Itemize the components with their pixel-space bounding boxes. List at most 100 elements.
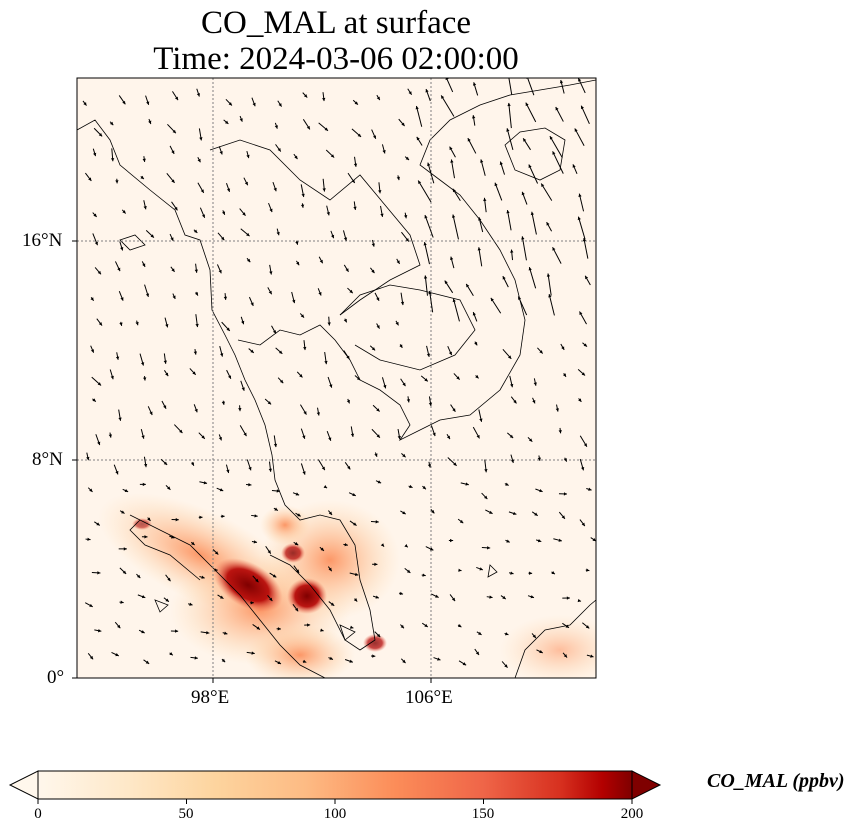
wind-arrowhead xyxy=(108,434,112,438)
wind-arrowhead xyxy=(521,236,525,240)
wind-arrowhead xyxy=(269,597,273,602)
wind-arrowhead xyxy=(484,469,488,473)
wind-arrowhead xyxy=(428,402,433,406)
wind-arrowhead xyxy=(320,547,324,551)
wind-arrowhead xyxy=(201,575,205,579)
colorbar-tick-150: 150 xyxy=(471,806,495,822)
wind-arrowhead xyxy=(200,189,204,193)
wind-arrowhead xyxy=(174,96,179,101)
wind-arrowhead xyxy=(303,94,308,98)
wind-arrowhead xyxy=(405,156,410,161)
wind-arrowhead xyxy=(444,280,448,285)
wind-arrowhead xyxy=(483,197,487,202)
wind-arrowhead xyxy=(277,148,281,152)
gridlines xyxy=(77,78,596,678)
wind-arrowhead xyxy=(294,155,298,160)
wind-arrowhead xyxy=(90,297,94,301)
wind-arrowhead xyxy=(537,539,542,543)
wind-arrowhead xyxy=(172,129,176,134)
wind-arrow xyxy=(528,164,539,184)
wind-arrowhead xyxy=(449,146,453,151)
wind-arrowhead xyxy=(321,466,325,471)
wind-arrowhead xyxy=(457,624,462,628)
wind-arrowhead xyxy=(292,299,296,304)
colorbar-label: CO_MAL (ppbv) xyxy=(707,770,845,792)
wind-arrowhead xyxy=(510,249,514,253)
wind-arrowhead xyxy=(475,375,479,379)
wind-arrowhead xyxy=(456,376,460,380)
wind-arrow xyxy=(452,298,460,322)
wind-arrowhead xyxy=(424,623,428,627)
wind-arrowhead xyxy=(122,100,126,105)
wind-arrowhead xyxy=(579,311,583,315)
wind-arrow xyxy=(574,128,585,146)
wind-arrowhead xyxy=(269,271,273,275)
wind-arrowhead xyxy=(371,243,375,247)
wind-arrowhead xyxy=(566,596,570,600)
wind-arrowhead xyxy=(577,598,582,603)
wind-arrowhead xyxy=(241,387,245,391)
hotspot-4 xyxy=(363,634,387,652)
wind-arrowhead xyxy=(167,577,171,582)
wind-arrowhead xyxy=(506,210,510,214)
wind-arrowhead xyxy=(294,607,299,612)
wind-arrowhead xyxy=(149,411,153,416)
wind-arrowhead xyxy=(581,372,586,376)
wind-arrowhead xyxy=(445,78,449,81)
wind-arrowhead xyxy=(404,544,408,548)
wind-arrowhead xyxy=(136,574,141,579)
wind-arrowhead xyxy=(247,258,251,263)
wind-arrowhead xyxy=(97,382,102,386)
wind-arrow xyxy=(424,241,430,265)
wind-arrowhead xyxy=(221,211,226,215)
wind-arrowhead xyxy=(466,283,470,288)
wind-arrowhead xyxy=(221,236,225,241)
wind-arrowhead xyxy=(190,462,194,466)
wind-arrowhead xyxy=(330,154,335,158)
wind-arrow xyxy=(525,102,537,123)
wind-arrowhead xyxy=(201,435,205,439)
wind-arrowhead xyxy=(86,456,90,461)
wind-arrow xyxy=(552,151,564,174)
wind-arrowhead xyxy=(375,520,379,524)
wind-arrowhead xyxy=(424,378,428,382)
wind-arrowhead xyxy=(528,438,533,442)
wind-arrowhead xyxy=(376,297,380,301)
wind-arrowhead xyxy=(376,434,380,438)
wind-arrowhead xyxy=(475,651,480,656)
wind-arrowhead xyxy=(377,480,382,484)
wind-arrowhead xyxy=(118,417,122,421)
wind-arrowhead xyxy=(423,275,428,279)
lat-tick-16n: 16°N xyxy=(22,230,63,251)
wind-arrowhead xyxy=(480,159,484,163)
wind-arrowhead xyxy=(226,188,231,192)
wind-arrowhead xyxy=(406,569,411,573)
wind-arrowhead xyxy=(88,177,92,181)
wind-arrowhead xyxy=(371,269,375,274)
wind-arrowhead xyxy=(203,481,208,485)
wind-arrowhead xyxy=(539,650,543,654)
plume-borneo xyxy=(500,615,596,678)
wind-arrowhead xyxy=(193,229,198,233)
wind-arrow xyxy=(517,296,528,316)
wind-arrowhead xyxy=(246,232,250,237)
wind-arrowhead xyxy=(518,296,522,300)
wind-arrowhead xyxy=(350,625,354,629)
wind-arrowhead xyxy=(349,289,353,294)
wind-arrowhead xyxy=(296,261,300,266)
wind-arrowhead xyxy=(110,158,115,162)
wind-arrowhead xyxy=(221,514,225,518)
wind-arrow xyxy=(528,266,537,289)
wind-arrowhead xyxy=(97,441,101,446)
wind-arrowhead xyxy=(347,465,351,470)
wind-arrowhead xyxy=(396,260,400,264)
wind-arrow xyxy=(478,247,483,267)
wind-arrowhead xyxy=(328,437,332,441)
wind-arrowhead xyxy=(278,350,283,354)
wind-arrow xyxy=(583,237,589,259)
wind-arrowhead xyxy=(376,408,380,412)
wind-arrowhead xyxy=(408,91,412,95)
wind-arrowhead xyxy=(97,629,102,633)
wind-arrowhead xyxy=(274,507,278,511)
tick-marks xyxy=(72,240,432,683)
